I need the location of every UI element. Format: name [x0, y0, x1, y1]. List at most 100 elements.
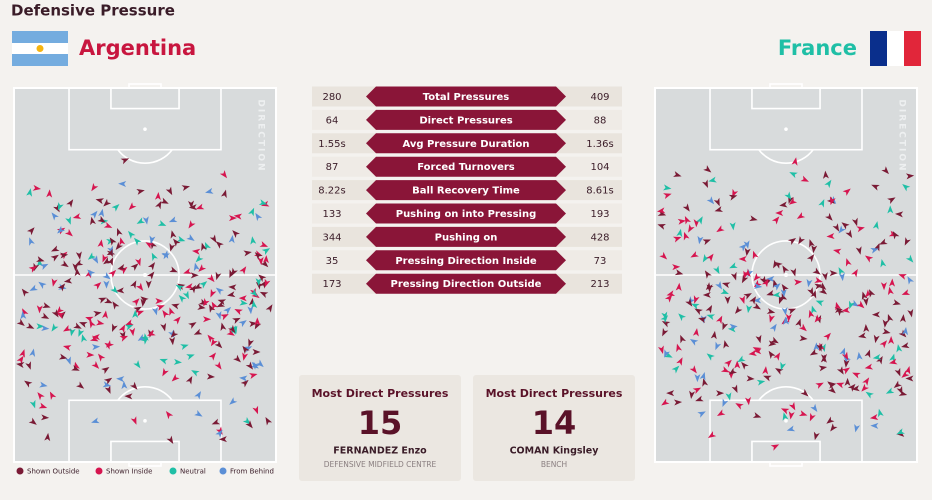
pressure-arrow	[214, 340, 223, 349]
stat-banner	[366, 273, 566, 294]
pressure-arrow	[730, 271, 737, 281]
legend-swatch	[169, 467, 177, 475]
pressure-arrow	[702, 378, 709, 387]
pressure-arrow	[810, 403, 818, 413]
pressure-arrow	[702, 179, 708, 189]
pressure-arrow	[815, 382, 824, 389]
pressure-arrow	[841, 367, 851, 375]
pressure-arrow	[729, 323, 738, 330]
pressure-arrow	[787, 308, 797, 315]
stat-banner	[366, 250, 566, 271]
pressure-arrow	[102, 272, 111, 280]
pressure-arrow	[880, 282, 887, 291]
flag-france-red	[904, 31, 921, 66]
pressure-arrow	[28, 417, 37, 425]
pressure-arrow	[773, 352, 781, 361]
pressure-arrow	[684, 216, 692, 225]
pressure-arrow	[905, 375, 914, 382]
pressure-arrow	[220, 189, 227, 199]
pressure-arrow	[706, 196, 715, 205]
pressure-arrow	[889, 278, 895, 287]
pressure-arrow	[725, 392, 732, 401]
pressure-arrow	[74, 259, 84, 266]
pressure-arrow	[116, 287, 125, 294]
pressure-arrow	[39, 381, 48, 388]
pressure-arrow	[818, 282, 827, 290]
pressure-arrow	[862, 297, 869, 306]
pressure-arrow	[789, 172, 798, 179]
pressure-arrow	[25, 361, 31, 370]
pressure-arrow	[129, 327, 136, 337]
pressure-arrow	[91, 417, 100, 424]
pressure-arrow	[818, 365, 828, 372]
pressure-arrow	[129, 381, 138, 390]
pressure-arrow	[876, 356, 883, 365]
pressure-arrow	[715, 341, 722, 351]
stat-label: Pressing Direction Outside	[391, 279, 542, 290]
pressure-arrow	[173, 358, 182, 365]
pressure-arrow	[761, 278, 769, 288]
pressure-arrow	[215, 287, 225, 295]
pressure-arrow	[51, 309, 59, 318]
pressure-arrow	[33, 262, 40, 272]
pressure-arrow	[228, 215, 238, 222]
pressure-arrow	[131, 298, 140, 307]
pressure-arrow	[103, 377, 113, 385]
pressure-arrow	[672, 264, 681, 271]
pressure-arrow	[662, 327, 669, 337]
pressure-arrow	[775, 210, 784, 217]
stat-right: 428	[590, 232, 609, 243]
pressure-arrow	[169, 243, 176, 252]
pressure-arrow	[813, 431, 820, 441]
stat-right: 88	[594, 115, 607, 126]
pressure-arrow	[816, 343, 823, 352]
pressure-arrow	[785, 313, 792, 322]
pressure-arrow	[743, 240, 750, 249]
pressure-arrow	[211, 418, 221, 425]
pressure-arrow	[843, 359, 850, 368]
pressure-arrow	[741, 274, 749, 284]
center-circle	[110, 240, 180, 310]
pressure-arrow	[818, 287, 828, 295]
pressure-arrow	[210, 288, 217, 298]
pressure-arrow	[166, 435, 174, 444]
pressure-arrow	[98, 297, 107, 304]
pressure-arrow	[659, 251, 668, 260]
pressure-arrow	[238, 320, 247, 328]
pressure-arrow	[864, 349, 871, 359]
pressure-arrow	[811, 244, 818, 254]
stat-label: Pushing on	[435, 232, 498, 243]
flag-sun	[36, 45, 44, 52]
pressure-arrow	[689, 390, 696, 399]
pressure-arrow	[198, 264, 207, 272]
pressure-arrow	[743, 293, 752, 300]
pressure-arrow	[226, 329, 235, 336]
pressure-arrow	[746, 304, 753, 314]
pressure-arrow	[97, 239, 104, 248]
pressure-arrow	[873, 242, 880, 252]
pressure-arrow	[901, 289, 911, 295]
pressure-arrow	[907, 308, 914, 318]
pressure-arrow	[165, 411, 174, 420]
pressure-arrow	[839, 347, 846, 357]
goal	[128, 461, 162, 467]
pressure-arrow	[57, 202, 64, 211]
pressure-arrow	[721, 282, 731, 289]
stat-left: 8.22s	[318, 186, 345, 197]
pressure-arrow	[168, 216, 178, 223]
pressure-arrow	[870, 247, 879, 254]
pressure-arrow	[97, 215, 106, 223]
pressure-arrow	[36, 256, 45, 262]
pressure-arrow	[728, 194, 738, 201]
pressure-arrow	[677, 218, 687, 225]
pressure-arrow	[879, 340, 888, 349]
pressure-arrow	[156, 305, 165, 311]
pressure-arrow	[887, 286, 894, 296]
pressure-arrow	[227, 291, 236, 298]
pressure-arrow	[185, 283, 194, 290]
pressure-arrow	[232, 317, 241, 324]
pressure-arrow	[842, 188, 851, 196]
pressure-arrow	[87, 269, 96, 278]
pressure-arrow	[248, 207, 255, 217]
pressure-arrow	[753, 272, 762, 282]
